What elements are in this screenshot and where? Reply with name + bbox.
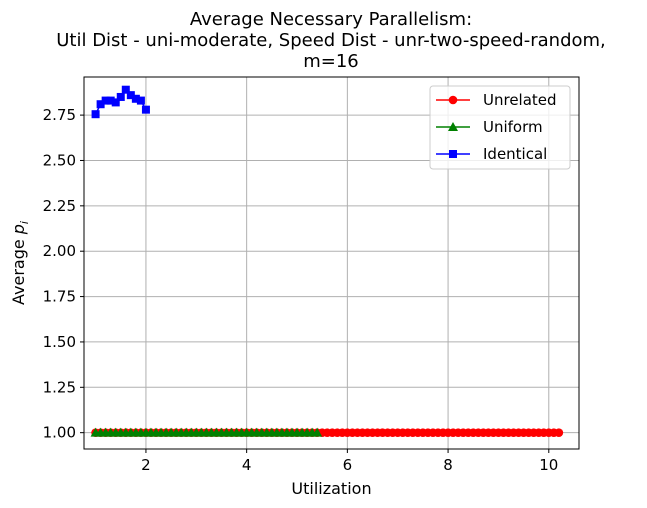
series-identical — [91, 85, 150, 119]
x-tick-label: 2 — [141, 456, 151, 474]
data-point — [141, 105, 150, 114]
legend-item: Unrelated — [436, 91, 557, 109]
data-point — [116, 92, 125, 101]
chart-title-line: m=16 — [303, 51, 359, 72]
y-axis-label-var: p — [9, 224, 28, 235]
y-tick-label: 1.75 — [43, 288, 76, 306]
y-axis-label-sub: i — [18, 221, 31, 224]
data-point — [111, 98, 120, 107]
axis-ticks: 2 4 6 8 10 1.00 1.25 1.50 1.75 2.00 2.25 2.50 2.75 — [43, 106, 559, 474]
legend-item: Uniform — [436, 118, 543, 136]
y-tick-label: 2.00 — [43, 242, 76, 260]
legend: Unrelated Uniform Identical — [429, 85, 571, 170]
chart-title-line: Util Dist - uni-moderate, Speed Dist - u… — [56, 30, 606, 51]
y-tick-label: 1.00 — [43, 424, 76, 442]
y-tick-label: 1.25 — [43, 378, 76, 396]
data-point — [136, 96, 145, 105]
data-point — [131, 94, 140, 103]
data-point — [121, 85, 130, 94]
x-tick-label: 6 — [343, 456, 353, 474]
legend-label: Uniform — [483, 118, 543, 136]
series-uniform — [90, 427, 323, 437]
x-tick-label: 8 — [443, 456, 453, 474]
legend-marker — [449, 150, 457, 158]
y-tick-label: 2.75 — [43, 106, 76, 124]
chart-title: Average Necessary Parallelism:Util Dist … — [56, 9, 606, 72]
legend-item: Identical — [436, 145, 547, 163]
x-axis-label: Utilization — [291, 479, 371, 498]
y-tick-label: 1.50 — [43, 333, 76, 351]
y-tick-label: 2.50 — [43, 151, 76, 169]
data-point — [312, 427, 323, 437]
data-point — [101, 96, 110, 105]
series-unrelated — [91, 428, 564, 437]
y-axis-label-main: Average — [9, 234, 28, 305]
legend-label: Identical — [483, 145, 547, 163]
axes-frame — [83, 76, 580, 450]
data-point — [554, 428, 564, 437]
legend-marker — [448, 122, 458, 131]
y-axis-label-text: Average pi — [9, 221, 31, 305]
data-point — [91, 110, 100, 119]
plot-series — [90, 85, 564, 437]
data-point — [126, 91, 135, 100]
x-tick-label: 10 — [539, 456, 558, 474]
chart-title-line: Average Necessary Parallelism: — [190, 9, 472, 30]
legend-marker — [448, 95, 458, 105]
legend-box — [429, 85, 571, 170]
y-tick-label: 2.25 — [43, 197, 76, 215]
data-point — [106, 96, 115, 105]
x-tick-label: 4 — [242, 456, 252, 474]
data-point — [96, 100, 105, 109]
y-axis-label: Average pi — [9, 221, 31, 305]
legend-label: Unrelated — [483, 91, 557, 109]
